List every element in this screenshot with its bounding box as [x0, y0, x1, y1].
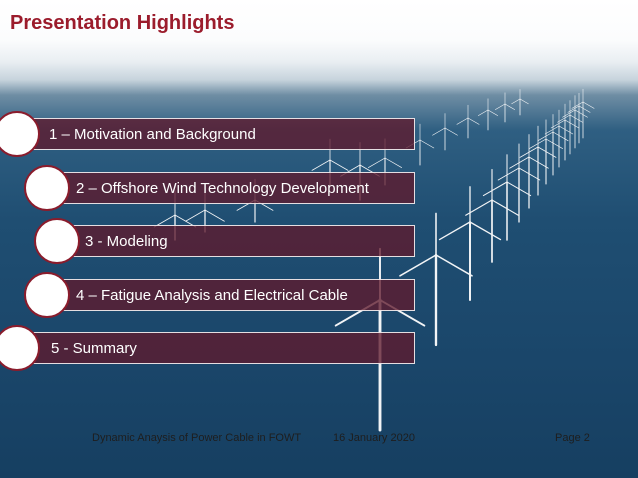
turbine-blade — [444, 127, 458, 136]
agenda-item-3-circle — [34, 218, 80, 264]
turbine-blade — [504, 103, 516, 110]
turbine-blade — [557, 114, 571, 123]
turbine-blade — [569, 114, 583, 123]
turbine-blade — [399, 254, 437, 277]
agenda-item-5-label: 5 - Summary — [51, 339, 137, 357]
turbine-blade — [494, 103, 506, 110]
agenda-item-1[interactable]: 1 – Motivation and Background — [18, 118, 415, 150]
turbine-blade — [519, 98, 529, 105]
footer-title: Dynamic Anaysis of Power Cable in FOWT — [92, 432, 302, 444]
agenda-item-4[interactable]: 4 – Fatigue Analysis and Electrical Cabl… — [45, 279, 415, 311]
turbine-blade — [469, 221, 502, 241]
turbine-blade — [477, 109, 489, 116]
turbine-blade — [562, 109, 576, 118]
turbine-blade — [519, 146, 539, 158]
turbine-blade — [487, 109, 499, 116]
turbine-blade — [529, 138, 547, 149]
agenda-item-5[interactable]: 5 - Summary — [18, 332, 415, 364]
turbine-blade — [467, 117, 480, 125]
turbine-blade — [545, 138, 563, 149]
agenda-item-5-circle — [0, 325, 40, 371]
turbine-blade — [582, 101, 595, 109]
turbine-blade — [438, 221, 471, 241]
turbine-blade — [329, 159, 349, 171]
agenda-item-2-label: 2 – Offshore Wind Technology Development — [76, 179, 369, 197]
turbine-blade — [550, 119, 566, 129]
turbine-blade — [558, 125, 574, 135]
agenda-item-3[interactable]: 3 - Modeling — [57, 225, 415, 257]
turbine-blade — [528, 156, 549, 169]
turbine-blade — [511, 98, 521, 105]
turbine-blade — [567, 105, 580, 113]
footer-date: 16 January 2020 — [333, 432, 415, 444]
agenda-item-1-label: 1 – Motivation and Background — [49, 125, 256, 143]
turbine-blade — [465, 199, 493, 216]
turbine-blade — [497, 167, 520, 181]
agenda-item-1-circle — [0, 111, 40, 157]
footer-page-number: Page 2 — [555, 432, 590, 444]
agenda-item-4-label: 4 – Fatigue Analysis and Electrical Cabl… — [76, 286, 348, 304]
turbine-blade — [571, 101, 584, 109]
turbine-blade — [311, 159, 331, 171]
turbine-blade — [574, 109, 588, 118]
agenda-item-3-label: 3 - Modeling — [85, 232, 168, 250]
turbine-blade — [185, 209, 206, 222]
turbine-blade — [578, 105, 591, 113]
agenda-item-4-circle — [24, 272, 70, 318]
turbine-blade — [537, 131, 554, 142]
agenda-item-2-circle — [24, 165, 70, 211]
turbine-blade — [482, 181, 508, 197]
turbine-blade — [435, 254, 473, 277]
turbine-blade — [509, 156, 530, 169]
agenda-item-2[interactable]: 2 – Offshore Wind Technology Development — [45, 172, 415, 204]
turbine-blade — [491, 199, 519, 216]
turbine-blade — [564, 119, 580, 129]
turbine-blade — [552, 131, 569, 142]
turbine-blade — [419, 139, 435, 149]
turbine-blade — [368, 157, 386, 168]
turbine-blade — [432, 127, 446, 136]
turbine-blade — [384, 157, 402, 168]
turbine-blade — [456, 117, 469, 125]
turbine-blade — [544, 125, 560, 135]
slide-title: Presentation Highlights — [10, 12, 235, 34]
turbine-blade — [204, 209, 225, 222]
